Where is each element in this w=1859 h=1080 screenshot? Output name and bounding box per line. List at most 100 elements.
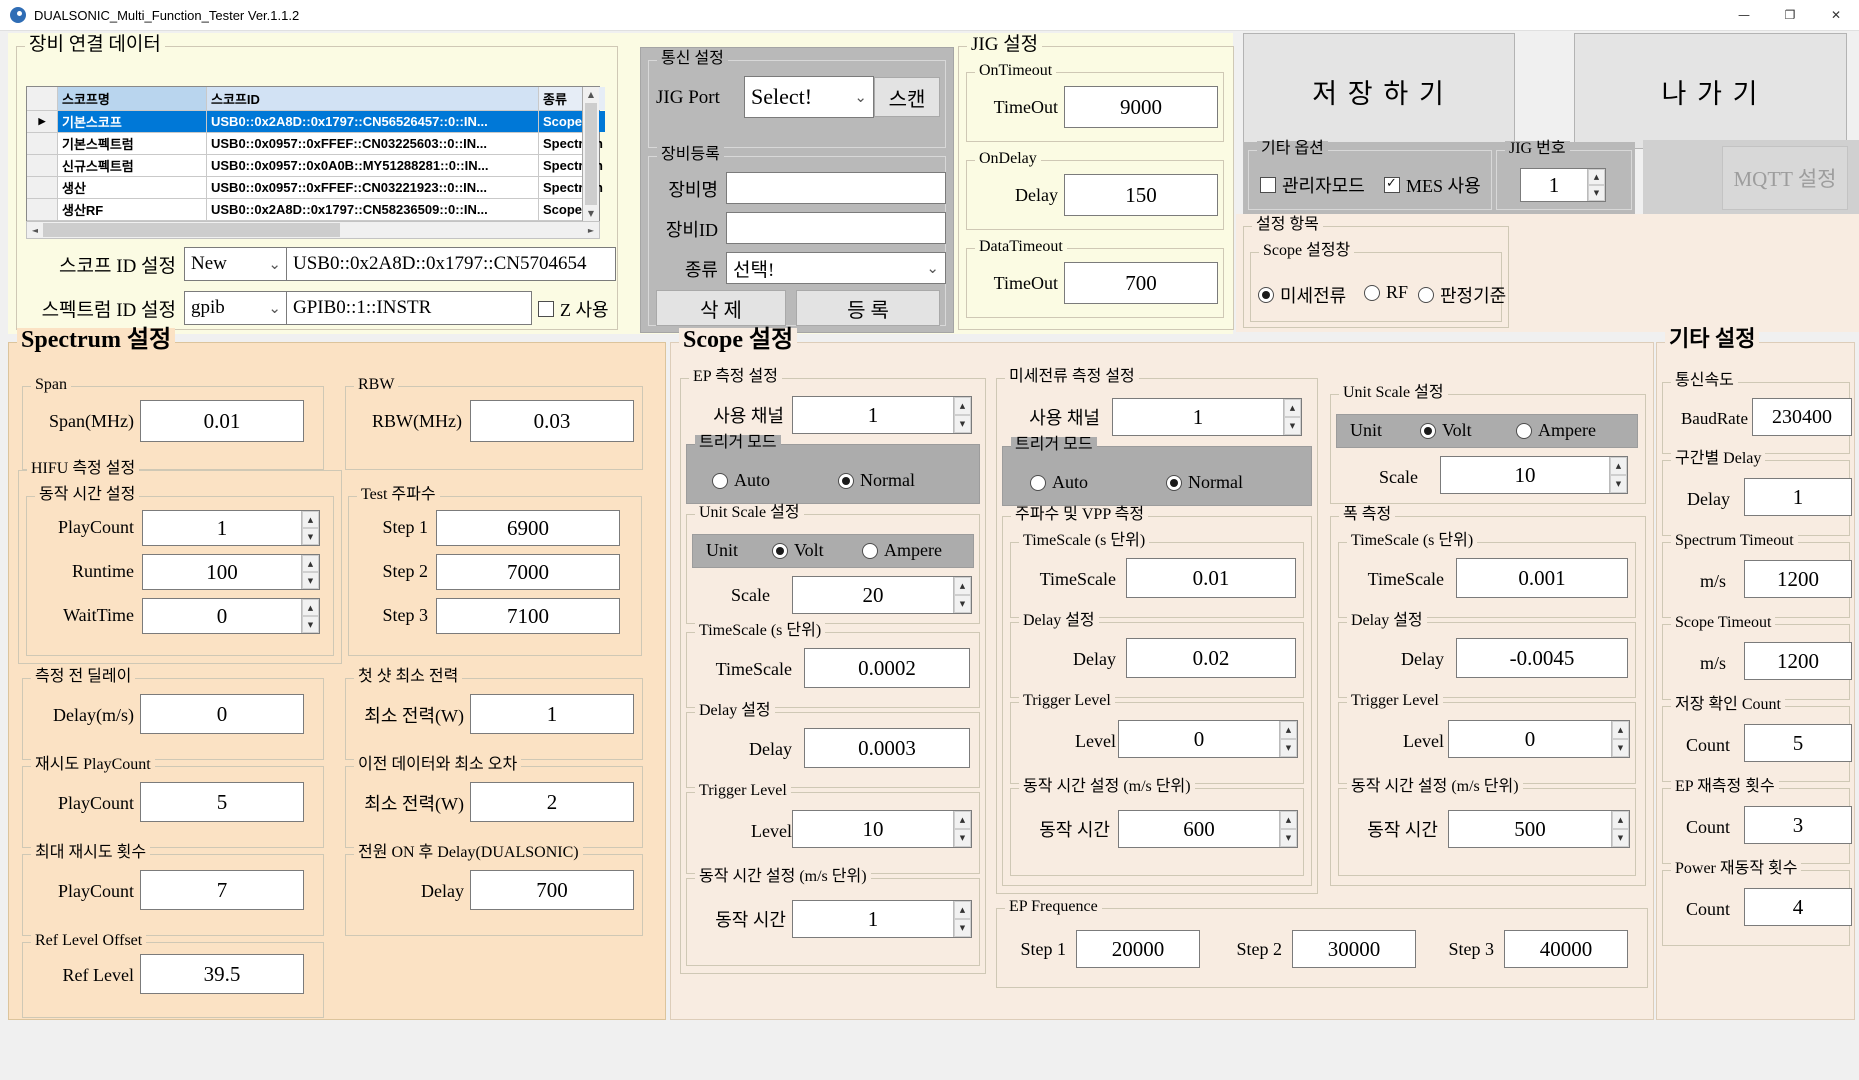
max-retry-field[interactable]: 7 (140, 870, 304, 910)
radio-judgement[interactable]: 판정기준 (1418, 282, 1506, 308)
micro-trigger-normal-radio[interactable]: Normal (1166, 472, 1243, 493)
on-timeout-field[interactable]: 9000 (1064, 86, 1218, 128)
spin-up-icon[interactable]: ▲ (954, 577, 971, 595)
ep-level-spinner[interactable]: 10 ▲ ▼ (792, 810, 972, 848)
spin-down-icon[interactable]: ▼ (1610, 475, 1627, 493)
power-retry-field[interactable]: 4 (1744, 888, 1852, 926)
jig-number-spinner[interactable]: 1 ▲ ▼ (1520, 168, 1606, 202)
col-header-name[interactable]: 스코프명 (58, 87, 207, 110)
step2-field[interactable]: 7000 (436, 554, 620, 590)
device-name-field[interactable] (726, 172, 946, 204)
spin-up-icon[interactable]: ▲ (954, 901, 971, 919)
epfreq-step1-field[interactable]: 20000 (1076, 930, 1200, 968)
step1-field[interactable]: 6900 (436, 510, 620, 546)
scroll-right-icon[interactable]: ► (587, 225, 595, 235)
mes-checkbox[interactable]: MES 사용 (1384, 172, 1481, 198)
min-error-field[interactable]: 2 (470, 782, 634, 822)
save-count-field[interactable]: 5 (1744, 724, 1852, 762)
width-runtime-spinner[interactable]: 500 ▲ ▼ (1448, 810, 1630, 848)
close-button[interactable]: ✕ (1830, 8, 1842, 22)
ep-unit-ampere-radio[interactable]: Ampere (862, 540, 942, 561)
spin-down-icon[interactable]: ▼ (1612, 829, 1629, 847)
maximize-button[interactable]: ❐ (1784, 8, 1796, 22)
step3-field[interactable]: 7100 (436, 598, 620, 634)
scrollbar-thumb[interactable] (585, 103, 597, 205)
horizontal-scrollbar[interactable]: ◄ ► (26, 221, 600, 239)
spin-down-icon[interactable]: ▼ (1280, 739, 1297, 757)
table-row[interactable]: 생산 USB0::0x0957::0xFFEF::CN03221923::0::… (27, 176, 603, 199)
epfreq-step3-field[interactable]: 40000 (1504, 930, 1628, 968)
scope-timeout-field[interactable]: 1200 (1744, 642, 1852, 680)
spin-down-icon[interactable]: ▼ (954, 415, 971, 433)
scrollbar-thumb[interactable] (43, 223, 340, 237)
spin-up-icon[interactable]: ▲ (1612, 811, 1629, 829)
ep-delay-field[interactable]: 0.0003 (804, 728, 970, 768)
pre-delay-field[interactable]: 0 (140, 694, 304, 734)
playcount-spinner[interactable]: 1 ▲ ▼ (142, 510, 320, 546)
device-id-field[interactable] (726, 212, 946, 244)
unit3-scale-spinner[interactable]: 10 ▲ ▼ (1440, 456, 1628, 494)
spin-up-icon[interactable]: ▲ (1280, 721, 1297, 739)
ep-trigger-auto-radio[interactable]: Auto (712, 470, 770, 491)
spectrum-id-combo[interactable]: gpib ⌄ (184, 291, 288, 325)
micro-channel-spinner[interactable]: 1 ▲ ▼ (1112, 398, 1302, 436)
micro-level-spinner[interactable]: 0 ▲ ▼ (1118, 720, 1298, 758)
jig-port-combo[interactable]: Select! ⌄ (744, 76, 874, 118)
unit3-ampere-radio[interactable]: Ampere (1516, 420, 1596, 441)
first-shot-field[interactable]: 1 (470, 694, 634, 734)
z-checkbox[interactable]: Z 사용 (538, 296, 609, 322)
spectrum-timeout-field[interactable]: 1200 (1744, 560, 1852, 598)
spin-down-icon[interactable]: ▼ (1284, 417, 1301, 435)
runtime-spinner[interactable]: 100 ▲ ▼ (142, 554, 320, 590)
scroll-up-icon[interactable]: ▲ (587, 90, 595, 99)
scope-id-combo[interactable]: New ⌄ (184, 247, 288, 281)
micro-runtime-spinner[interactable]: 600 ▲ ▼ (1118, 810, 1298, 848)
power-on-delay-field[interactable]: 700 (470, 870, 634, 910)
spin-down-icon[interactable]: ▼ (954, 829, 971, 847)
ref-level-field[interactable]: 39.5 (140, 954, 304, 994)
data-timeout-field[interactable]: 700 (1064, 262, 1218, 304)
ep-timescale-field[interactable]: 0.0002 (804, 648, 970, 688)
table-row[interactable]: ▶ 기본스코프 USB0::0x2A8D::0x1797::CN56526457… (27, 110, 605, 133)
register-button[interactable]: 등 록 (796, 290, 940, 326)
spin-down-icon[interactable]: ▼ (954, 919, 971, 937)
width-delay-field[interactable]: -0.0045 (1456, 638, 1628, 678)
minimize-button[interactable]: — (1738, 8, 1750, 22)
waittime-spinner[interactable]: 0 ▲ ▼ (142, 598, 320, 634)
ep-scale-spinner[interactable]: 20 ▲ ▼ (792, 576, 972, 614)
spin-up-icon[interactable]: ▲ (1588, 169, 1605, 185)
delete-button[interactable]: 삭 제 (656, 290, 786, 326)
spin-up-icon[interactable]: ▲ (302, 555, 319, 572)
spectrum-id-field[interactable]: GPIB0::1::INSTR (286, 291, 532, 325)
radio-fine-current[interactable]: 미세전류 (1258, 282, 1346, 308)
scan-button[interactable]: 스캔 (874, 77, 940, 117)
width-timescale-field[interactable]: 0.001 (1456, 558, 1628, 598)
spin-up-icon[interactable]: ▲ (1612, 721, 1629, 739)
micro-trigger-auto-radio[interactable]: Auto (1030, 472, 1088, 493)
section-delay-field[interactable]: 1 (1744, 478, 1852, 516)
table-row[interactable]: 생산RF USB0::0x2A8D::0x1797::CN58236509::0… (27, 198, 582, 221)
spin-down-icon[interactable]: ▼ (302, 528, 319, 545)
exit-button[interactable]: 나 가 기 (1574, 33, 1847, 149)
micro-delay-field[interactable]: 0.02 (1126, 638, 1296, 678)
scroll-left-icon[interactable]: ◄ (31, 225, 39, 235)
span-field[interactable]: 0.01 (140, 400, 304, 442)
table-row[interactable]: 기본스펙트럼 USB0::0x0957::0xFFEF::CN03225603:… (27, 132, 603, 155)
ep-runtime-spinner[interactable]: 1 ▲ ▼ (792, 900, 972, 938)
spin-down-icon[interactable]: ▼ (302, 572, 319, 589)
ep-channel-spinner[interactable]: 1 ▲ ▼ (792, 396, 972, 434)
radio-rf[interactable]: RF (1364, 282, 1408, 303)
retry-playcount-field[interactable]: 5 (140, 782, 304, 822)
ep-unit-volt-radio[interactable]: Volt (772, 540, 824, 561)
admin-mode-checkbox[interactable]: 관리자모드 (1260, 172, 1365, 198)
spin-up-icon[interactable]: ▲ (302, 599, 319, 616)
unit3-volt-radio[interactable]: Volt (1420, 420, 1472, 441)
spin-up-icon[interactable]: ▲ (1280, 811, 1297, 829)
scroll-down-icon[interactable]: ▼ (587, 209, 595, 218)
table-row[interactable]: 신규스펙트럼 USB0::0x0957::0x0A0B::MY51288281:… (27, 154, 603, 177)
scope-id-field[interactable]: USB0::0x2A8D::0x1797::CN5704654 (286, 247, 616, 281)
ep-retry-field[interactable]: 3 (1744, 806, 1852, 844)
spin-down-icon[interactable]: ▼ (1612, 739, 1629, 757)
epfreq-step2-field[interactable]: 30000 (1292, 930, 1416, 968)
spin-down-icon[interactable]: ▼ (302, 616, 319, 633)
